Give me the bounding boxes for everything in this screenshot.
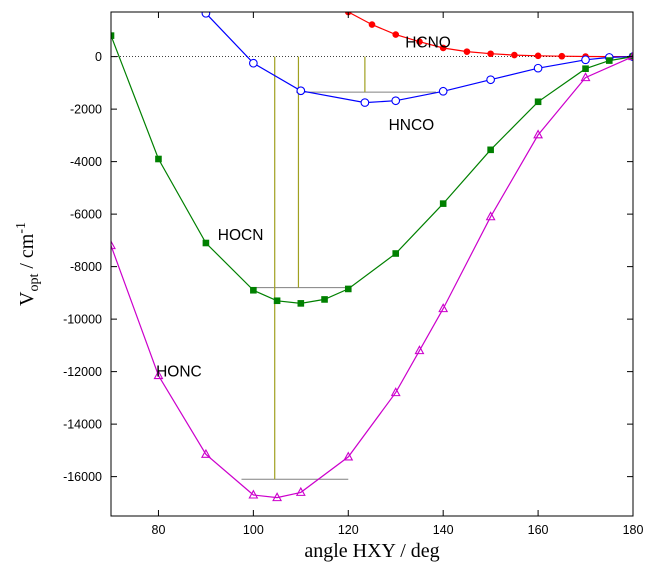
x-tick-label: 160 [528,523,549,537]
y-axis-label-sup: -1 [14,222,29,234]
data-point [605,57,613,64]
y-tick-label: -8000 [70,260,102,274]
data-point [296,86,306,96]
data-point [487,146,494,154]
data-point [272,492,283,502]
y-axis-label-unit: / cm [16,233,38,273]
data-point [534,98,542,106]
data-point [250,286,257,294]
series-line [111,35,633,305]
data-point [295,486,306,496]
plot-frame [110,11,634,517]
data-point [391,96,401,106]
data-point [582,65,589,72]
data-point [392,250,400,257]
series-label-hcno: HCNO [405,35,451,52]
y-tick-label: -2000 [70,103,102,117]
data-point [438,303,449,313]
series-layer [111,12,633,502]
y-tick-label: -16000 [63,470,102,484]
series-hcno [344,12,633,60]
series-label-hocn: HOCN [218,227,264,244]
series-line [205,12,633,104]
data-point [628,51,633,61]
data-point [273,297,281,305]
data-point [511,51,518,59]
y-tick-label: 0 [95,50,102,64]
zero-point-levels [241,91,437,480]
data-point [438,86,448,96]
data-point [360,98,370,107]
data-point [487,50,494,58]
x-axis-label: angle HXY / deg [304,540,439,562]
data-point [200,448,211,458]
data-point [439,44,447,52]
series-label-hnco: HNCO [389,117,435,134]
series-hocn [111,32,633,307]
y-axis-label-sub: opt [27,274,42,292]
y-axis-label: Vopt / cm-1 [14,222,42,306]
x-tick-label: 140 [433,523,454,537]
y-tick-label: -4000 [70,155,102,169]
data-point [390,387,401,397]
data-point [248,489,259,499]
data-point [368,21,376,28]
data-point [416,38,423,45]
series-label-honc: HONC [156,364,202,381]
axis-ticks [111,12,634,516]
x-tick-label: 80 [152,523,166,537]
data-point [111,240,116,250]
y-tick-label: -6000 [70,208,102,222]
data-point [580,72,591,82]
data-point [321,296,328,303]
data-point [392,31,400,38]
series-line [111,56,633,499]
data-point [249,58,258,68]
x-tick-label: 100 [243,523,264,537]
y-axis-label-base: V [16,291,38,306]
data-point [533,129,544,139]
series-line [348,12,633,58]
y-tick-label: -12000 [63,365,102,379]
data-point [486,75,495,85]
y-tick-label: -10000 [63,313,102,327]
data-point [297,300,305,307]
tick-labels: 80 100 120 140 160 180 0 -2000 -4000 -6000 -8000 -1… [63,50,643,537]
data-point [558,52,566,60]
data-point [581,55,590,65]
data-point [153,370,164,380]
series-honc [111,51,633,502]
data-point [463,48,471,55]
y-tick-label: -14000 [63,418,102,432]
x-tick-label: 120 [338,523,359,537]
data-point [534,52,542,60]
data-point [485,211,496,221]
data-point [343,451,354,461]
data-point [439,200,447,207]
data-point [111,32,115,39]
data-point [414,345,425,355]
data-point [202,239,210,247]
data-point [155,155,162,163]
data-point [201,12,211,18]
series-labels: HCNO HNCO HOCN HONC [156,35,451,381]
x-tick-label: 180 [623,523,644,537]
data-point [344,285,352,293]
data-point [533,63,543,73]
barrier-lines [274,56,366,480]
